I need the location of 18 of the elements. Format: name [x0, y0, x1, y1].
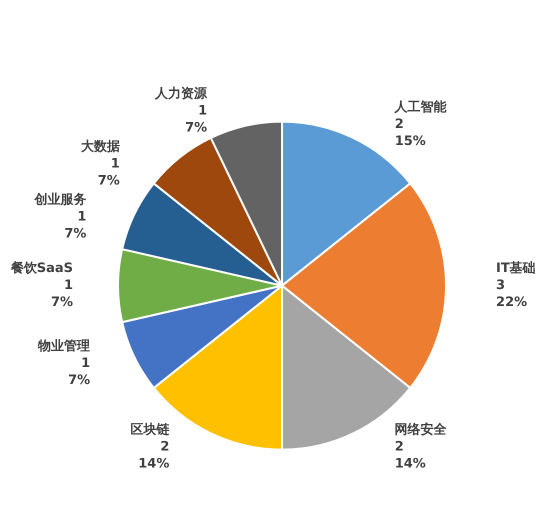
slice-label: IT基础 [496, 261, 536, 276]
slice-label: 网络安全 [394, 421, 448, 438]
slice-label: 餐饮SaaS [10, 261, 74, 276]
data-label: 2 15% [394, 116, 426, 149]
data-label: 1 7% [185, 104, 208, 136]
data-label: 1 7% [68, 356, 90, 388]
data-label: 1 7% [98, 156, 120, 189]
slice-label: 区块链 [130, 422, 170, 438]
slice-label: 人工智能 [394, 98, 448, 115]
data-label: 2 14% [138, 439, 170, 472]
data-label: 3 22% [496, 278, 528, 310]
slice-label: 大数据 [80, 140, 120, 155]
data-label: 1 7% [50, 278, 74, 310]
data-label: 1 7% [64, 210, 86, 242]
slice-label: 人力资源 [154, 86, 208, 102]
slice-label: 创业服务 [33, 192, 86, 208]
data-label: 2 14% [394, 439, 426, 472]
slice-label: 物业管理 [37, 338, 90, 354]
